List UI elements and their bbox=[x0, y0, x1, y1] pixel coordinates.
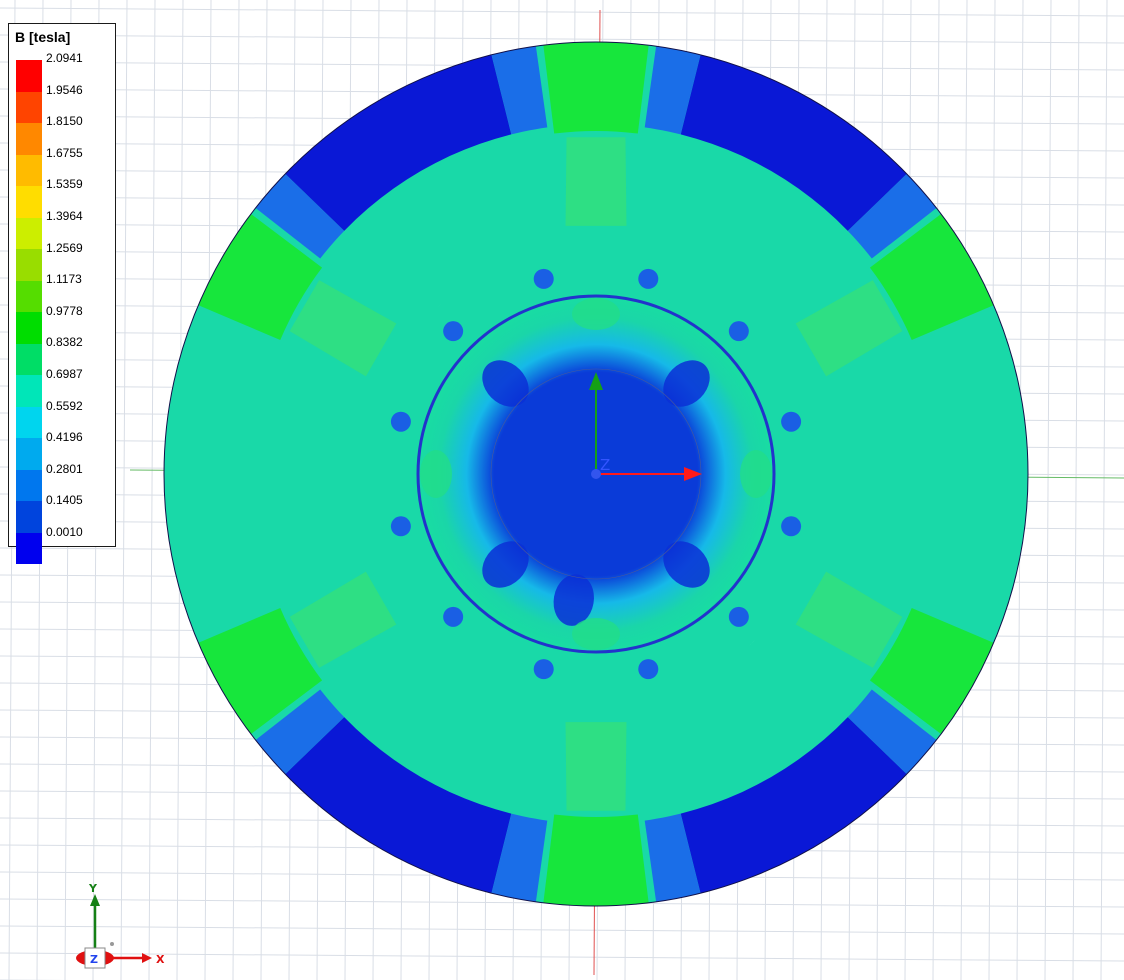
legend-swatch bbox=[16, 154, 42, 186]
triad-z-label: Z bbox=[90, 953, 98, 966]
rotor-low-field-zone bbox=[553, 574, 594, 626]
pole-shoe-tip-zone bbox=[390, 411, 411, 432]
rotor-low-field-zone bbox=[482, 541, 529, 588]
legend-swatch bbox=[16, 186, 42, 218]
legend-swatch bbox=[16, 375, 42, 407]
legend-value: 0.0010 bbox=[46, 525, 83, 539]
legend-value: 0.4196 bbox=[46, 430, 83, 445]
yoke-transition-zone bbox=[847, 170, 941, 259]
pole-shoe-tip-zone bbox=[443, 321, 464, 342]
pole-shoe-tip-zone bbox=[638, 659, 659, 680]
legend-color-scale bbox=[16, 60, 42, 564]
legend-value: 1.5359 bbox=[46, 177, 83, 192]
legend-value: 0.1405 bbox=[46, 493, 83, 508]
legend-swatch bbox=[16, 123, 42, 155]
pole-body-field-zone bbox=[289, 571, 397, 668]
legend-swatch bbox=[16, 469, 42, 501]
rotor-mid-field-zone bbox=[740, 450, 772, 498]
legend: B [tesla] 2.0941 1.9546 1.8150 1.6755 1.5359… bbox=[8, 23, 116, 564]
legend-value: 0.8382 bbox=[46, 335, 83, 350]
yoke-transition-zone bbox=[490, 813, 548, 906]
legend-value: 0.5592 bbox=[46, 398, 83, 413]
pole-root-high-field-zone bbox=[542, 814, 650, 906]
legend-value: 0.6987 bbox=[46, 367, 83, 381]
legend-swatch bbox=[16, 312, 42, 344]
pole-shoe-tip-zone bbox=[781, 411, 802, 432]
rotor-mid-field-zone bbox=[420, 450, 452, 498]
pole-body-field-zone bbox=[795, 571, 903, 668]
legend-value: 1.8150 bbox=[46, 114, 83, 129]
stator[interactable] bbox=[150, 30, 1050, 930]
yoke-low-field-zone bbox=[281, 717, 512, 899]
origin-z-label: Z bbox=[600, 456, 610, 474]
pole-body-field-zone bbox=[565, 137, 627, 226]
yoke-transition-zone bbox=[490, 42, 548, 135]
legend-swatch bbox=[16, 406, 42, 438]
pole-shoe-tip-zone bbox=[443, 606, 464, 627]
rotor-low-field-zone bbox=[482, 360, 529, 407]
legend-swatch bbox=[16, 60, 42, 92]
yoke-low-field-zone bbox=[680, 49, 911, 231]
rotor-mid-field-zone bbox=[572, 298, 620, 330]
yoke-low-field-zone bbox=[281, 49, 512, 231]
legend-value: 1.2569 bbox=[46, 240, 83, 255]
orientation-triad[interactable]: Y X Z bbox=[60, 880, 180, 980]
yoke-transition-zone bbox=[644, 42, 702, 135]
legend-value: 1.3964 bbox=[46, 209, 83, 223]
yoke-transition-zone bbox=[847, 689, 941, 778]
pole-shoe-tip-zone bbox=[728, 321, 749, 342]
legend-swatch bbox=[16, 280, 42, 312]
triad-x-label: X bbox=[156, 953, 165, 966]
pole-shoe-tip-zone bbox=[533, 659, 554, 680]
rotor-outer-ring bbox=[416, 294, 776, 654]
pole-body-field-zone bbox=[289, 280, 397, 377]
legend-swatch bbox=[16, 532, 42, 564]
yoke-transition-zone bbox=[251, 689, 345, 778]
legend-value: 0.9778 bbox=[46, 303, 83, 318]
legend-swatch bbox=[16, 217, 42, 249]
rotor-mid-field-zone bbox=[572, 618, 620, 650]
legend-value: 2.0941 bbox=[46, 51, 83, 65]
pole-body-field-zone bbox=[565, 722, 627, 811]
pole-shoe-tip-zone bbox=[728, 606, 749, 627]
stator-outline bbox=[163, 41, 1029, 907]
triad-y-label: Y bbox=[88, 882, 98, 895]
legend-title: B [tesla] bbox=[15, 29, 71, 45]
pole-shoe-tip-zone bbox=[638, 268, 659, 289]
pole-shoe-tip-zone bbox=[390, 516, 411, 537]
legend-swatch bbox=[16, 343, 42, 375]
yoke-transition-zone bbox=[251, 170, 345, 259]
pole-body-field-zone bbox=[795, 280, 903, 377]
legend-swatch bbox=[16, 249, 42, 281]
legend-swatch bbox=[16, 501, 42, 533]
legend-value: 1.6755 bbox=[46, 145, 83, 160]
origin-axes: Z bbox=[589, 372, 702, 481]
pole-shoe-tip-zone bbox=[533, 268, 554, 289]
pole-root-high-field-zone bbox=[542, 42, 650, 134]
legend-value: 0.2801 bbox=[46, 461, 83, 476]
pole-shoe-tip-zone bbox=[781, 516, 802, 537]
legend-swatch bbox=[16, 91, 42, 123]
legend-value: 1.9546 bbox=[46, 82, 83, 97]
legend-value: 1.1173 bbox=[46, 272, 82, 287]
legend-swatch bbox=[16, 438, 42, 470]
yoke-low-field-zone bbox=[680, 717, 911, 899]
rotor-low-field-zone bbox=[663, 541, 710, 588]
yoke-transition-zone bbox=[644, 813, 702, 906]
rotor-low-field-zone bbox=[663, 360, 710, 407]
